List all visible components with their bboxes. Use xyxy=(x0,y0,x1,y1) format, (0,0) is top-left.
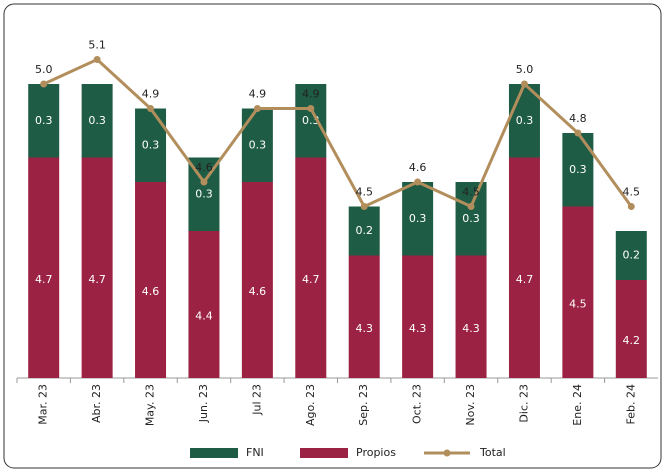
bar-label: 0.3 xyxy=(195,187,213,200)
legend-label: Propios xyxy=(356,446,396,459)
legend-swatch xyxy=(300,448,348,458)
total-label: 5.1 xyxy=(88,39,106,52)
bar-label: 0.3 xyxy=(569,163,587,176)
bar-segment xyxy=(508,157,540,378)
x-tick-label: Jun. 23 xyxy=(197,384,210,423)
x-tick-label: Ago. 23 xyxy=(304,384,317,426)
bar-segment xyxy=(295,157,327,378)
bar-segment xyxy=(348,206,380,256)
total-marker xyxy=(360,203,368,210)
bar-segment xyxy=(348,255,380,378)
legend-label: FNI xyxy=(246,446,264,459)
x-tick-label: Nov. 23 xyxy=(464,384,477,426)
bar-label: 4.7 xyxy=(302,273,320,286)
bar-label: 4.2 xyxy=(623,334,641,347)
x-tick-label: Dic. 23 xyxy=(517,384,530,423)
total-marker xyxy=(200,178,208,186)
bar-label: 0.3 xyxy=(88,114,106,127)
total-marker xyxy=(627,203,635,210)
total-marker xyxy=(520,80,528,88)
total-label: 4.5 xyxy=(355,186,373,199)
bar-label: 0.3 xyxy=(35,114,53,127)
bar-segment xyxy=(81,157,113,378)
x-tick-label: Feb. 24 xyxy=(624,384,637,424)
total-label: 5.0 xyxy=(516,63,534,76)
bar-label: 0.3 xyxy=(516,114,534,127)
total-marker xyxy=(253,105,261,112)
bar-label: 0.2 xyxy=(355,224,373,237)
bar-label: 0.2 xyxy=(623,249,641,262)
bar-label: 4.6 xyxy=(249,285,267,298)
total-marker xyxy=(147,105,155,112)
bar-label: 4.6 xyxy=(142,285,160,298)
bar-segment xyxy=(402,182,434,256)
bar-label: 4.7 xyxy=(35,273,53,286)
total-marker xyxy=(40,80,48,88)
bar-segment xyxy=(455,255,487,378)
bar-label: 0.3 xyxy=(409,212,427,225)
bar-segment xyxy=(28,157,60,378)
bar-segment xyxy=(295,84,327,158)
x-tick-label: May. 23 xyxy=(144,384,157,426)
total-marker xyxy=(574,129,582,137)
bar-segment xyxy=(28,84,60,158)
bar-label: 4.3 xyxy=(409,322,427,335)
bar-label: 4.3 xyxy=(355,322,373,335)
bar-label: 4.4 xyxy=(195,310,213,323)
bar-segment xyxy=(615,231,647,280)
total-label: 4.9 xyxy=(249,88,267,101)
total-label: 4.9 xyxy=(302,88,320,101)
bar-segment xyxy=(81,84,113,158)
bar-segment xyxy=(135,182,167,378)
x-tick-label: Jul 23 xyxy=(250,384,263,416)
x-tick-label: Sep. 23 xyxy=(357,384,370,426)
total-label: 4.6 xyxy=(409,161,427,174)
bar-label: 4.3 xyxy=(462,322,480,335)
x-tick-label: Ene. 24 xyxy=(571,384,584,426)
total-marker xyxy=(467,203,475,210)
legend-marker xyxy=(443,449,451,457)
bar-label: 4.5 xyxy=(569,297,587,310)
total-label: 4.8 xyxy=(569,112,587,125)
total-marker xyxy=(307,105,315,112)
bar-label: 0.3 xyxy=(462,212,480,225)
frame xyxy=(3,3,662,469)
total-label: 4.9 xyxy=(142,88,160,101)
bar-segment xyxy=(402,255,434,378)
bar-label: 4.7 xyxy=(88,273,106,286)
total-marker xyxy=(93,56,101,63)
total-label: 4.5 xyxy=(623,186,641,199)
total-label: 5.0 xyxy=(35,63,53,76)
x-tick-label: Abr. 23 xyxy=(90,384,103,423)
x-tick-label: Oct. 23 xyxy=(411,384,424,424)
legend-swatch xyxy=(190,448,238,458)
bar-label: 0.3 xyxy=(249,138,267,151)
legend-label: Total xyxy=(479,446,506,459)
bar-segment xyxy=(241,182,273,378)
total-line xyxy=(43,57,633,209)
bar-segment xyxy=(188,231,220,378)
bar-segment xyxy=(562,206,594,378)
bar-segment xyxy=(508,84,540,158)
bar-label: 0.3 xyxy=(142,138,160,151)
bar-label: 4.7 xyxy=(516,273,534,286)
total-label: 4.5 xyxy=(462,186,480,199)
total-label: 4.6 xyxy=(195,161,213,174)
total-marker xyxy=(414,178,422,186)
bar-segment xyxy=(615,280,647,378)
x-tick-label: Mar. 23 xyxy=(37,384,50,425)
bar-segment xyxy=(455,182,487,256)
